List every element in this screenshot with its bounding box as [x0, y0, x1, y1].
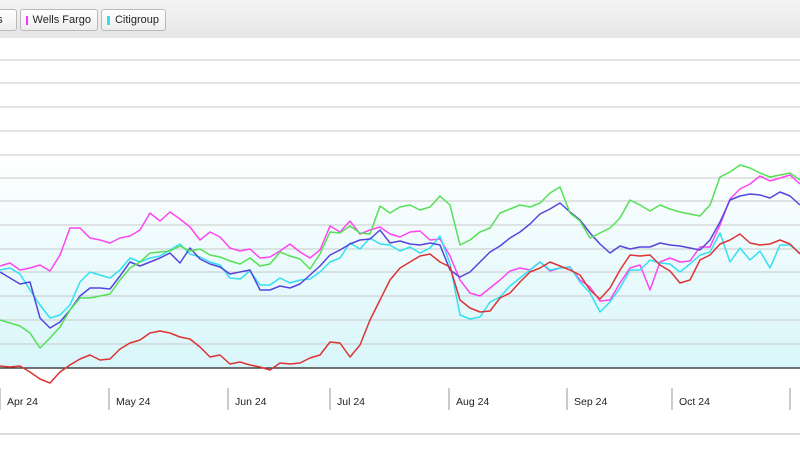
series-line [0, 191, 800, 329]
plot-area-shade [0, 155, 800, 368]
gridlines [0, 59, 800, 345]
legend-toggle-wells-fargo[interactable]: Wells Fargo [20, 9, 98, 31]
series-line [0, 232, 800, 320]
series-line [0, 164, 800, 349]
x-tick-label: Aug 24 [456, 396, 489, 408]
legend-toggle-citigroup[interactable]: Citigroup [101, 9, 166, 31]
legend-label: Wells Fargo [32, 14, 91, 26]
legend-toggle-first[interactable]: hs [0, 9, 17, 31]
series-layer [0, 164, 800, 384]
x-tick-label: Jun 24 [235, 396, 267, 408]
color-swatch-icon [107, 15, 110, 25]
color-swatch-icon [26, 15, 28, 25]
legend-toolbar: hs Wells Fargo Citigroup [0, 0, 800, 39]
legend-label: hs [0, 14, 3, 26]
x-tick-label: May 24 [116, 396, 151, 408]
legend-label: Citigroup [114, 14, 159, 26]
x-tick-label: Sep 24 [574, 396, 607, 408]
line-chart: Apr 24 May 24 Jun 24 Jul 24 Aug 24 Sep 24 Oct … [0, 38, 800, 450]
series-line [0, 233, 800, 384]
x-tick-label: Jul 24 [337, 396, 365, 408]
x-tick-label: Oct 24 [679, 396, 710, 408]
series-line [0, 174, 800, 302]
x-tick-label: Apr 24 [7, 396, 38, 408]
x-axis: Apr 24 May 24 Jun 24 Jul 24 Aug 24 Sep 24 Oct … [0, 388, 791, 410]
